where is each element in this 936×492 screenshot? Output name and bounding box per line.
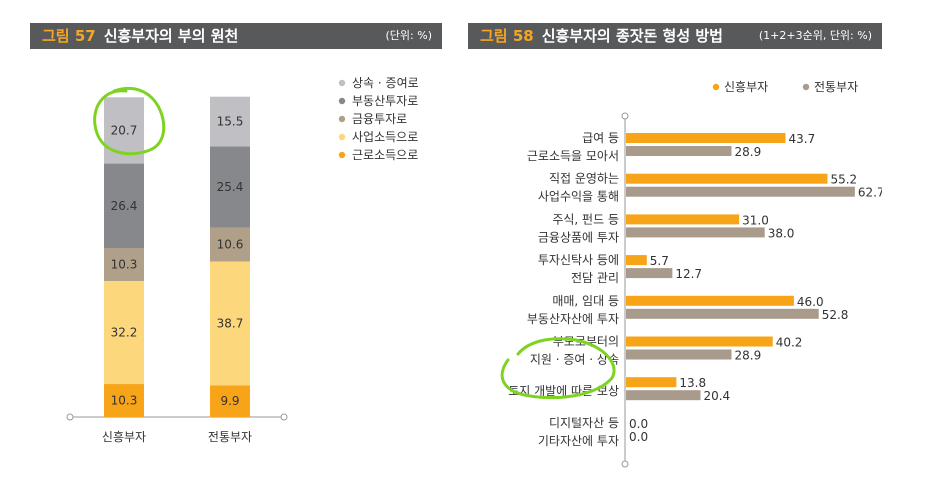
stacked-bar-segment — [104, 248, 144, 281]
bar-value-label: 46.0 — [797, 295, 824, 309]
bar — [626, 336, 773, 347]
bar-value-label: 62.7 — [858, 186, 882, 200]
bar-value-label: 20.4 — [703, 389, 730, 403]
bar-value-label: 10.6 — [217, 238, 244, 252]
chart-57-title: 신흥부자의 부의 원천 — [103, 27, 239, 45]
bar-value-label: 43.7 — [789, 132, 816, 146]
chart-58-title: 신흥부자의 종잣돈 형성 방법 — [541, 27, 723, 45]
legend-marker — [338, 115, 346, 123]
bar — [626, 349, 732, 360]
bar-value-label: 9.9 — [220, 394, 239, 408]
bar — [626, 146, 732, 156]
bar-value-label: 28.9 — [734, 349, 761, 363]
category-label-line1: 디지털자산 등 — [549, 416, 619, 430]
stacked-bar-segment — [104, 384, 144, 417]
category-label-line2: 금융상품에 투자 — [538, 230, 619, 244]
category-label: 토지 개발에 따른 보상 — [508, 384, 619, 398]
axis-end-marker — [66, 413, 74, 421]
bar — [626, 308, 819, 319]
bar-value-label: 5.7 — [650, 254, 669, 268]
chart-57-title-wrap: 그림 57 신흥부자의 부의 원천 — [42, 23, 238, 49]
stacked-bar-segment — [104, 163, 144, 249]
bar — [626, 186, 855, 197]
category-label-line1: 급여 등 — [582, 131, 619, 145]
bar — [626, 377, 677, 388]
bar — [626, 268, 673, 279]
bar-value-label: 55.2 — [830, 173, 857, 187]
category-label: 신흥부자 — [102, 430, 146, 444]
bar-value-label: 20.7 — [111, 123, 138, 137]
bar — [626, 255, 647, 266]
category-label: 전통부자 — [208, 430, 252, 444]
bar-value-label: 31.0 — [742, 213, 769, 227]
legend-label: 부동산투자로 — [352, 94, 418, 108]
legend-label: 금융투자로 — [352, 112, 407, 126]
category-label-line1: 직접 운영하는 — [549, 172, 619, 186]
axis-end-marker — [621, 460, 629, 468]
stacked-bar-segment — [210, 146, 250, 228]
chart-58-unit: (1+2+3순위, 단위: %) — [758, 29, 872, 42]
legend-label: 근로소득으로 — [352, 148, 418, 162]
bar-value-label: 15.5 — [217, 114, 244, 128]
axis-end-marker — [621, 112, 629, 120]
chart-58-figure-label: 그림 58 — [480, 27, 534, 45]
category-label-line1: 매매, 임대 등 — [552, 294, 619, 308]
legend-marker — [338, 133, 346, 141]
chart-57-header: 그림 57 신흥부자의 부의 원천 (단위: %) — [30, 23, 442, 49]
bar — [626, 214, 740, 225]
legend-label: 전통부자 — [814, 80, 858, 94]
category-label-line2: 기타자산에 투자 — [538, 434, 619, 448]
legend-label: 신흥부자 — [724, 80, 768, 94]
bar-value-label: 32.2 — [111, 326, 138, 340]
bar — [626, 173, 828, 184]
axis-end-marker — [280, 413, 288, 421]
bar-value-label: 26.4 — [111, 199, 138, 213]
stacked-bar-segment — [210, 96, 250, 147]
bar-value-label: 0.0 — [629, 430, 648, 444]
chart-57-unit: (단위: %) — [385, 29, 432, 42]
bar-value-label: 0.0 — [629, 417, 648, 431]
category-label-line2: 사업수익을 통해 — [538, 190, 619, 204]
chart-57-plot: 10.3 32.2 10.3 26.4 20.7 신흥부자 9.9 38.7 10.6 25.4 1… — [66, 76, 419, 444]
legend-marker — [712, 83, 720, 91]
stacked-bar-segment — [210, 261, 250, 386]
category-label-line1: 투자신탁사 등에 — [538, 253, 619, 267]
category-label-line1: 주식, 펀드 등 — [552, 212, 619, 226]
highlight-circle-annotation — [93, 86, 166, 156]
category-label-line2: 지원 · 증여 · 상속 — [530, 353, 619, 367]
bar — [626, 227, 765, 238]
stacked-bar-segment — [104, 281, 144, 385]
bar — [626, 390, 701, 401]
legend-label: 사업소득으로 — [352, 130, 418, 144]
legend-label: 상속 · 증여로 — [352, 76, 419, 90]
bar — [626, 133, 786, 143]
bar-value-label: 28.9 — [734, 145, 761, 159]
stacked-bar-segment — [210, 227, 250, 262]
bar-value-label: 12.7 — [675, 267, 702, 281]
legend-marker — [338, 79, 346, 87]
legend-marker — [802, 83, 810, 91]
bar-value-label: 10.3 — [111, 258, 138, 272]
bar — [626, 295, 794, 306]
bar-value-label: 25.4 — [217, 180, 244, 194]
category-label-line2: 전담 관리 — [571, 271, 619, 285]
bar-value-label: 52.8 — [822, 308, 849, 322]
legend-marker — [338, 151, 346, 159]
legend-marker — [338, 97, 346, 105]
chart-58-header: 그림 58 신흥부자의 종잣돈 형성 방법 (1+2+3순위, 단위: %) — [468, 23, 882, 49]
category-label-line2: 근로소득을 모아서 — [527, 149, 619, 163]
bar-value-label: 40.2 — [776, 336, 803, 350]
category-label-line2: 부동산자산에 투자 — [527, 312, 619, 326]
bar-value-label: 38.7 — [217, 316, 244, 330]
stacked-bar-segment — [210, 385, 250, 417]
chart-57-figure-label: 그림 57 — [42, 27, 96, 45]
chart-58-title-wrap: 그림 58 신흥부자의 종잣돈 형성 방법 — [480, 23, 723, 49]
bar-value-label: 10.3 — [111, 394, 138, 408]
bar-value-label: 38.0 — [768, 226, 795, 240]
bar-value-label: 13.8 — [679, 376, 706, 390]
highlight-circle-annotation — [500, 337, 616, 400]
